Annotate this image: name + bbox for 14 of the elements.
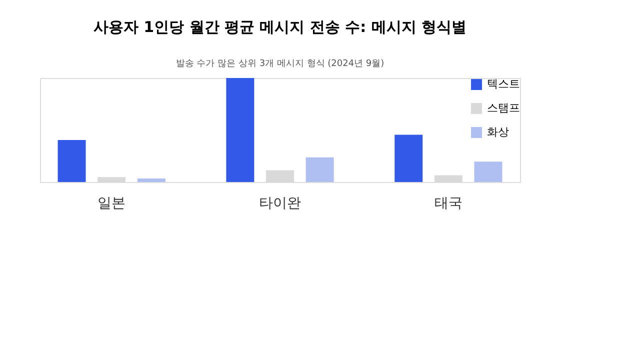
legend-label: 텍스트: [487, 78, 520, 90]
x-tick-label: 태국: [434, 196, 462, 212]
bar: [394, 134, 423, 182]
chart-subtitle: 발송 수가 많은 상위 3개 메시지 형식 (2024년 9월): [176, 59, 384, 69]
bar: [474, 162, 502, 182]
x-tick-label: 일본: [98, 196, 126, 212]
chart-title: 사용자 1인당 월간 평균 메시지 전송 수: 메시지 형식별: [93, 18, 467, 36]
legend-label: 화상: [487, 126, 509, 138]
x-tick-label: 타이완: [259, 196, 301, 212]
bar: [58, 140, 86, 182]
bar: [137, 178, 166, 182]
bar: [306, 157, 334, 182]
bar: [226, 78, 254, 182]
legend-label: 스탬프: [487, 102, 520, 114]
